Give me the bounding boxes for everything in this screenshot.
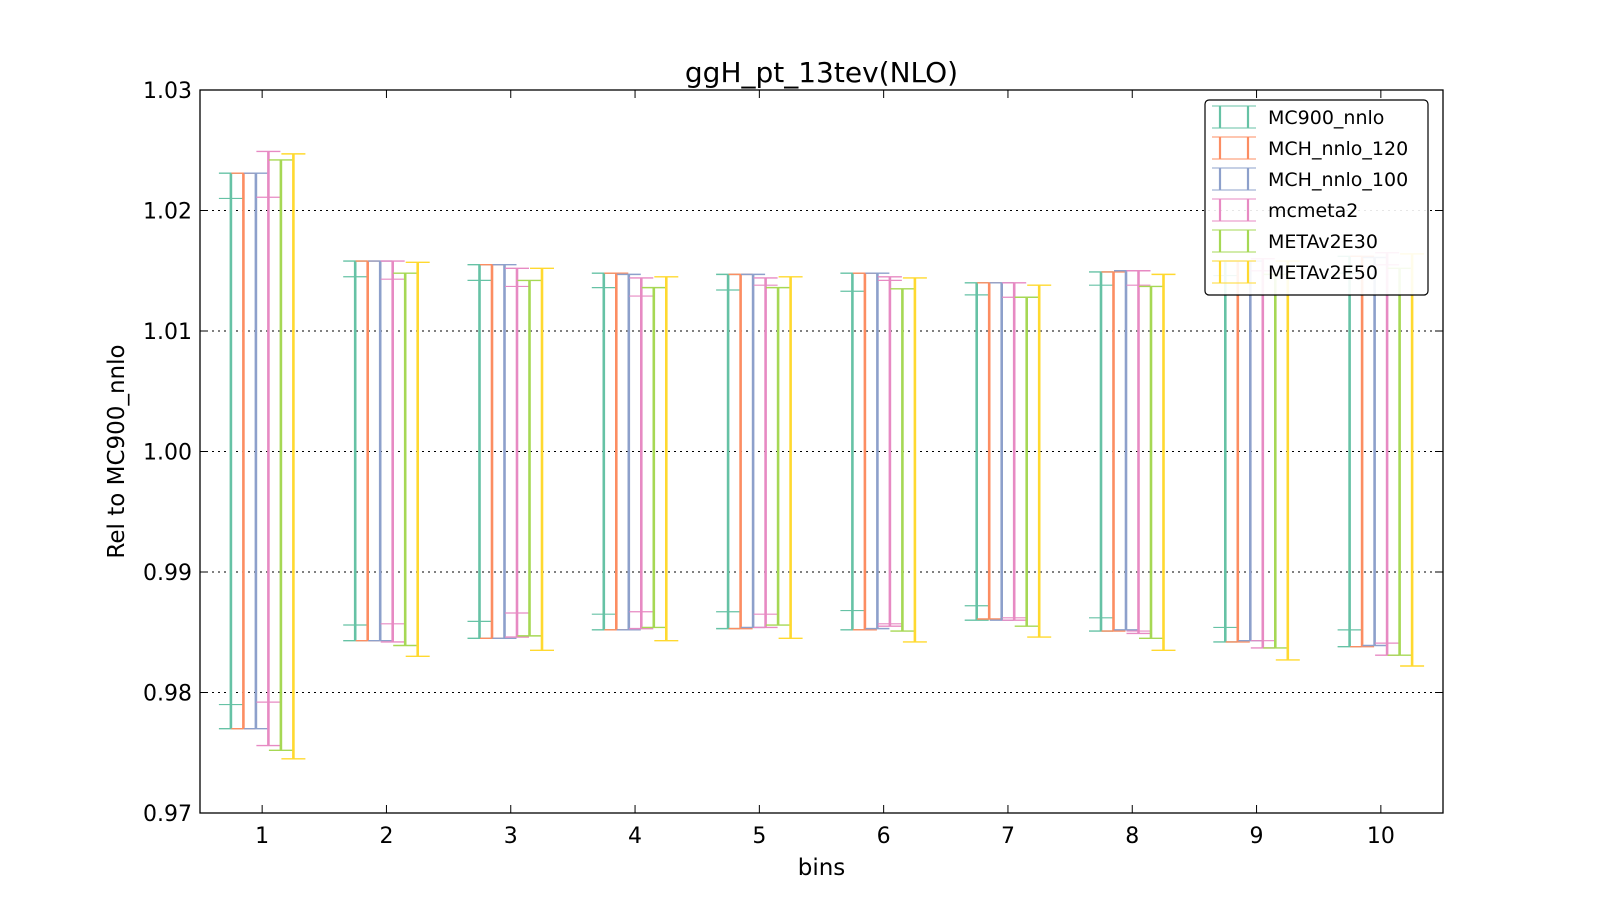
error-bar [890, 288, 915, 632]
error-bar [393, 272, 418, 647]
error-bar [753, 277, 778, 629]
error-bar [778, 276, 803, 639]
error-bar [281, 153, 306, 760]
x-tick-label: 4 [628, 824, 642, 849]
chart-title: ggH_pt_13tev(NLO) [685, 56, 958, 89]
legend-label: METAv2E50 [1268, 262, 1378, 284]
y-tick-label: 1.01 [143, 320, 192, 345]
y-tick-label: 1.02 [143, 200, 192, 225]
error-bar [1151, 273, 1176, 652]
axis-ticks: 0.97 0.98 0.99 1.00 1.01 1.02 1.03 1 2 3 4 5 6 7 8 9 10 [143, 79, 1443, 849]
legend-entry: mcmeta2 [1212, 198, 1358, 222]
error-bar [1101, 271, 1126, 632]
error-bar [505, 267, 529, 638]
error-bar [766, 286, 791, 626]
error-bar [591, 272, 616, 631]
error-bar [902, 277, 927, 643]
error-bar [405, 261, 430, 658]
error-bar [268, 159, 293, 752]
legend-label: METAv2E30 [1268, 231, 1378, 253]
error-bar [218, 172, 243, 730]
legend-box [1204, 99, 1429, 296]
legend-label: MCH_nnlo_120 [1268, 138, 1408, 160]
error-bar [517, 279, 542, 637]
error-bars [218, 150, 1425, 760]
error-bar [865, 272, 890, 630]
x-tick-label: 3 [504, 824, 518, 849]
error-bar [1139, 285, 1163, 639]
error-bar [641, 286, 666, 629]
x-axis-label: bins [798, 855, 846, 881]
x-tick-label: 2 [379, 824, 393, 849]
error-bar [1027, 284, 1052, 638]
y-axis-label: Rel to MC900_nnlo [104, 344, 130, 558]
x-tick-label: 7 [1001, 824, 1015, 849]
error-bar [1014, 296, 1039, 627]
legend-entry: MC900_nnlo [1212, 105, 1384, 129]
legend-label: mcmeta2 [1268, 200, 1358, 222]
x-tick-label: 8 [1125, 824, 1139, 849]
legend-label: MCH_nnlo_100 [1268, 169, 1408, 191]
error-bar [530, 267, 554, 652]
legend: MC900_nnlo MCH_nnlo_120 MCH_nnlo_100mcmeta… [1204, 99, 1429, 296]
error-bar [616, 273, 641, 631]
legend-label: MC900_nnlo [1268, 107, 1384, 129]
error-bar [492, 264, 517, 639]
y-tick-label: 0.99 [143, 561, 192, 586]
error-bar [629, 277, 654, 630]
legend-entry: METAv2E50 [1212, 260, 1378, 284]
x-tick-label: 9 [1250, 824, 1264, 849]
error-bar [1126, 270, 1151, 635]
x-tick-label: 5 [752, 824, 766, 849]
y-tick-label: 0.97 [143, 802, 192, 827]
y-tick-label: 0.98 [143, 682, 192, 707]
error-bar [380, 260, 405, 643]
legend-entry: MCH_nnlo_120 [1212, 136, 1408, 160]
legend-entry: MCH_nnlo_100 [1212, 167, 1408, 191]
x-tick-label: 10 [1367, 824, 1395, 849]
error-bar [243, 172, 268, 730]
y-tick-label: 1.03 [143, 79, 192, 104]
x-tick-label: 6 [877, 824, 891, 849]
error-bar [654, 276, 679, 642]
error-bar [256, 150, 281, 747]
legend-entry: METAv2E30 [1212, 229, 1378, 253]
error-bar [877, 276, 902, 627]
x-tick-label: 1 [255, 824, 269, 849]
y-tick-label: 1.00 [143, 441, 192, 466]
